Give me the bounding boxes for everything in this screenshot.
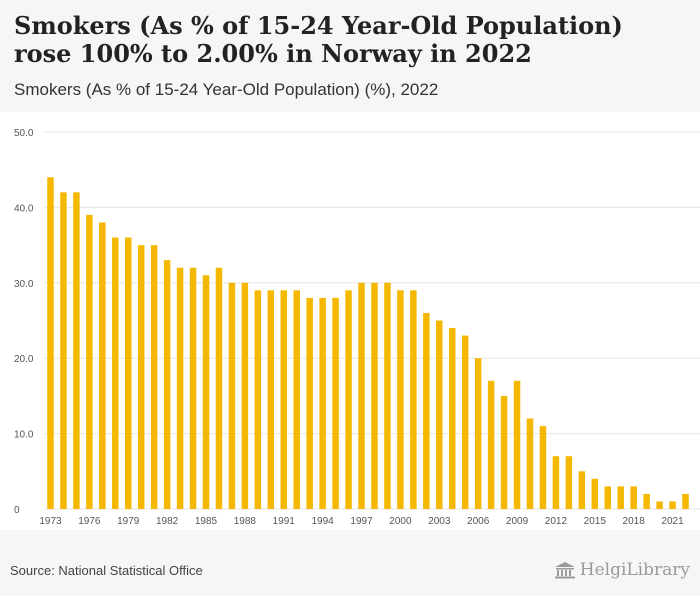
- bar-1979: [125, 237, 132, 509]
- chart-subtitle: Smokers (As % of 15-24 Year-Old Populati…: [14, 80, 439, 99]
- bar-2018: [630, 486, 637, 509]
- bar-2005: [461, 335, 469, 509]
- bar-2011: [539, 426, 547, 509]
- y-tick-label: 10.0: [14, 430, 34, 441]
- bar-2012: [552, 456, 560, 509]
- x-tick-label: 1979: [117, 516, 140, 527]
- bar-2006: [474, 358, 482, 509]
- bar-2002: [423, 312, 430, 509]
- bar-1998: [371, 282, 378, 509]
- bar-1982: [163, 260, 171, 509]
- chart-title: Smokers (As % of 15-24 Year-Old Populati…: [14, 11, 623, 68]
- x-tick-label: 2009: [506, 516, 529, 527]
- bar-1983: [176, 267, 184, 509]
- bar-1978: [112, 237, 119, 509]
- bar-1999: [384, 282, 391, 509]
- y-tick-label: 40.0: [14, 203, 34, 214]
- bar-2000: [397, 290, 404, 509]
- bar-1974: [60, 192, 67, 509]
- bar-1992: [293, 290, 300, 509]
- x-tick-label: 1982: [156, 516, 179, 527]
- brand-name: HelgiLibrary: [579, 560, 690, 580]
- bar-1984: [189, 267, 197, 509]
- bar-2003: [436, 320, 443, 509]
- x-tick-label: 2012: [545, 516, 568, 527]
- x-tick-label: 1985: [195, 516, 218, 527]
- bar-1981: [150, 245, 158, 509]
- bar-2009: [513, 380, 521, 509]
- source-note: Source: National Statistical Office: [10, 563, 203, 578]
- bar-1995: [332, 297, 339, 509]
- y-tick-label: 50.0: [14, 128, 34, 139]
- y-tick-label: 30.0: [14, 279, 34, 290]
- bar-1993: [306, 297, 313, 509]
- bar-1977: [99, 222, 106, 509]
- bar-1989: [254, 290, 262, 509]
- bar-1994: [319, 297, 326, 509]
- bar-2013: [565, 456, 573, 509]
- bar-2016: [604, 486, 611, 509]
- bar-1991: [280, 290, 287, 509]
- bar-1996: [345, 290, 352, 509]
- x-tick-label: 1976: [78, 516, 101, 527]
- brand-logo: HelgiLibrary: [554, 560, 690, 580]
- x-tick-label: 2000: [389, 516, 412, 527]
- bar-1990: [267, 290, 275, 509]
- x-tick-label: 1973: [39, 516, 62, 527]
- bar-2022: [682, 493, 689, 509]
- x-tick-label: 1991: [273, 516, 296, 527]
- x-tick-label: 2015: [584, 516, 607, 527]
- bar-1997: [358, 282, 365, 509]
- bar-1986: [215, 267, 223, 509]
- bar-2008: [500, 395, 508, 509]
- x-tick-label: 2018: [623, 516, 646, 527]
- bar-2014: [578, 471, 586, 509]
- bar-1988: [241, 282, 249, 509]
- bar-1975: [73, 192, 80, 509]
- y-tick-label: 0: [14, 505, 20, 516]
- bar-2020: [656, 501, 663, 509]
- bar-2010: [526, 418, 534, 509]
- y-tick-label: 20.0: [14, 354, 34, 365]
- bar-1973: [47, 177, 54, 509]
- bar-1987: [228, 282, 236, 509]
- bar-2015: [591, 478, 599, 509]
- x-tick-label: 1997: [350, 516, 373, 527]
- bar-2019: [643, 493, 650, 509]
- plot-area: 0 10.0 20.0 30.0 40.0 50.0 1973 1976 1979 1982 198…: [0, 112, 700, 530]
- bar-1985: [202, 275, 210, 509]
- bar-2004: [449, 328, 456, 509]
- x-tick-label: 2003: [428, 516, 451, 527]
- bar-1980: [137, 245, 145, 509]
- x-tick-label: 2021: [661, 516, 684, 527]
- x-tick-label: 1994: [312, 516, 335, 527]
- bar-2007: [487, 380, 495, 509]
- x-tick-label: 2006: [467, 516, 490, 527]
- x-tick-label: 1988: [234, 516, 257, 527]
- library-building-icon: [554, 562, 575, 579]
- bar-chart: 0 10.0 20.0 30.0 40.0 50.0 1973 1976 1979 1982 198…: [14, 128, 700, 527]
- bar-2001: [410, 290, 417, 509]
- bar-1976: [86, 214, 93, 509]
- bar-2021: [669, 501, 676, 509]
- bar-2017: [617, 486, 624, 509]
